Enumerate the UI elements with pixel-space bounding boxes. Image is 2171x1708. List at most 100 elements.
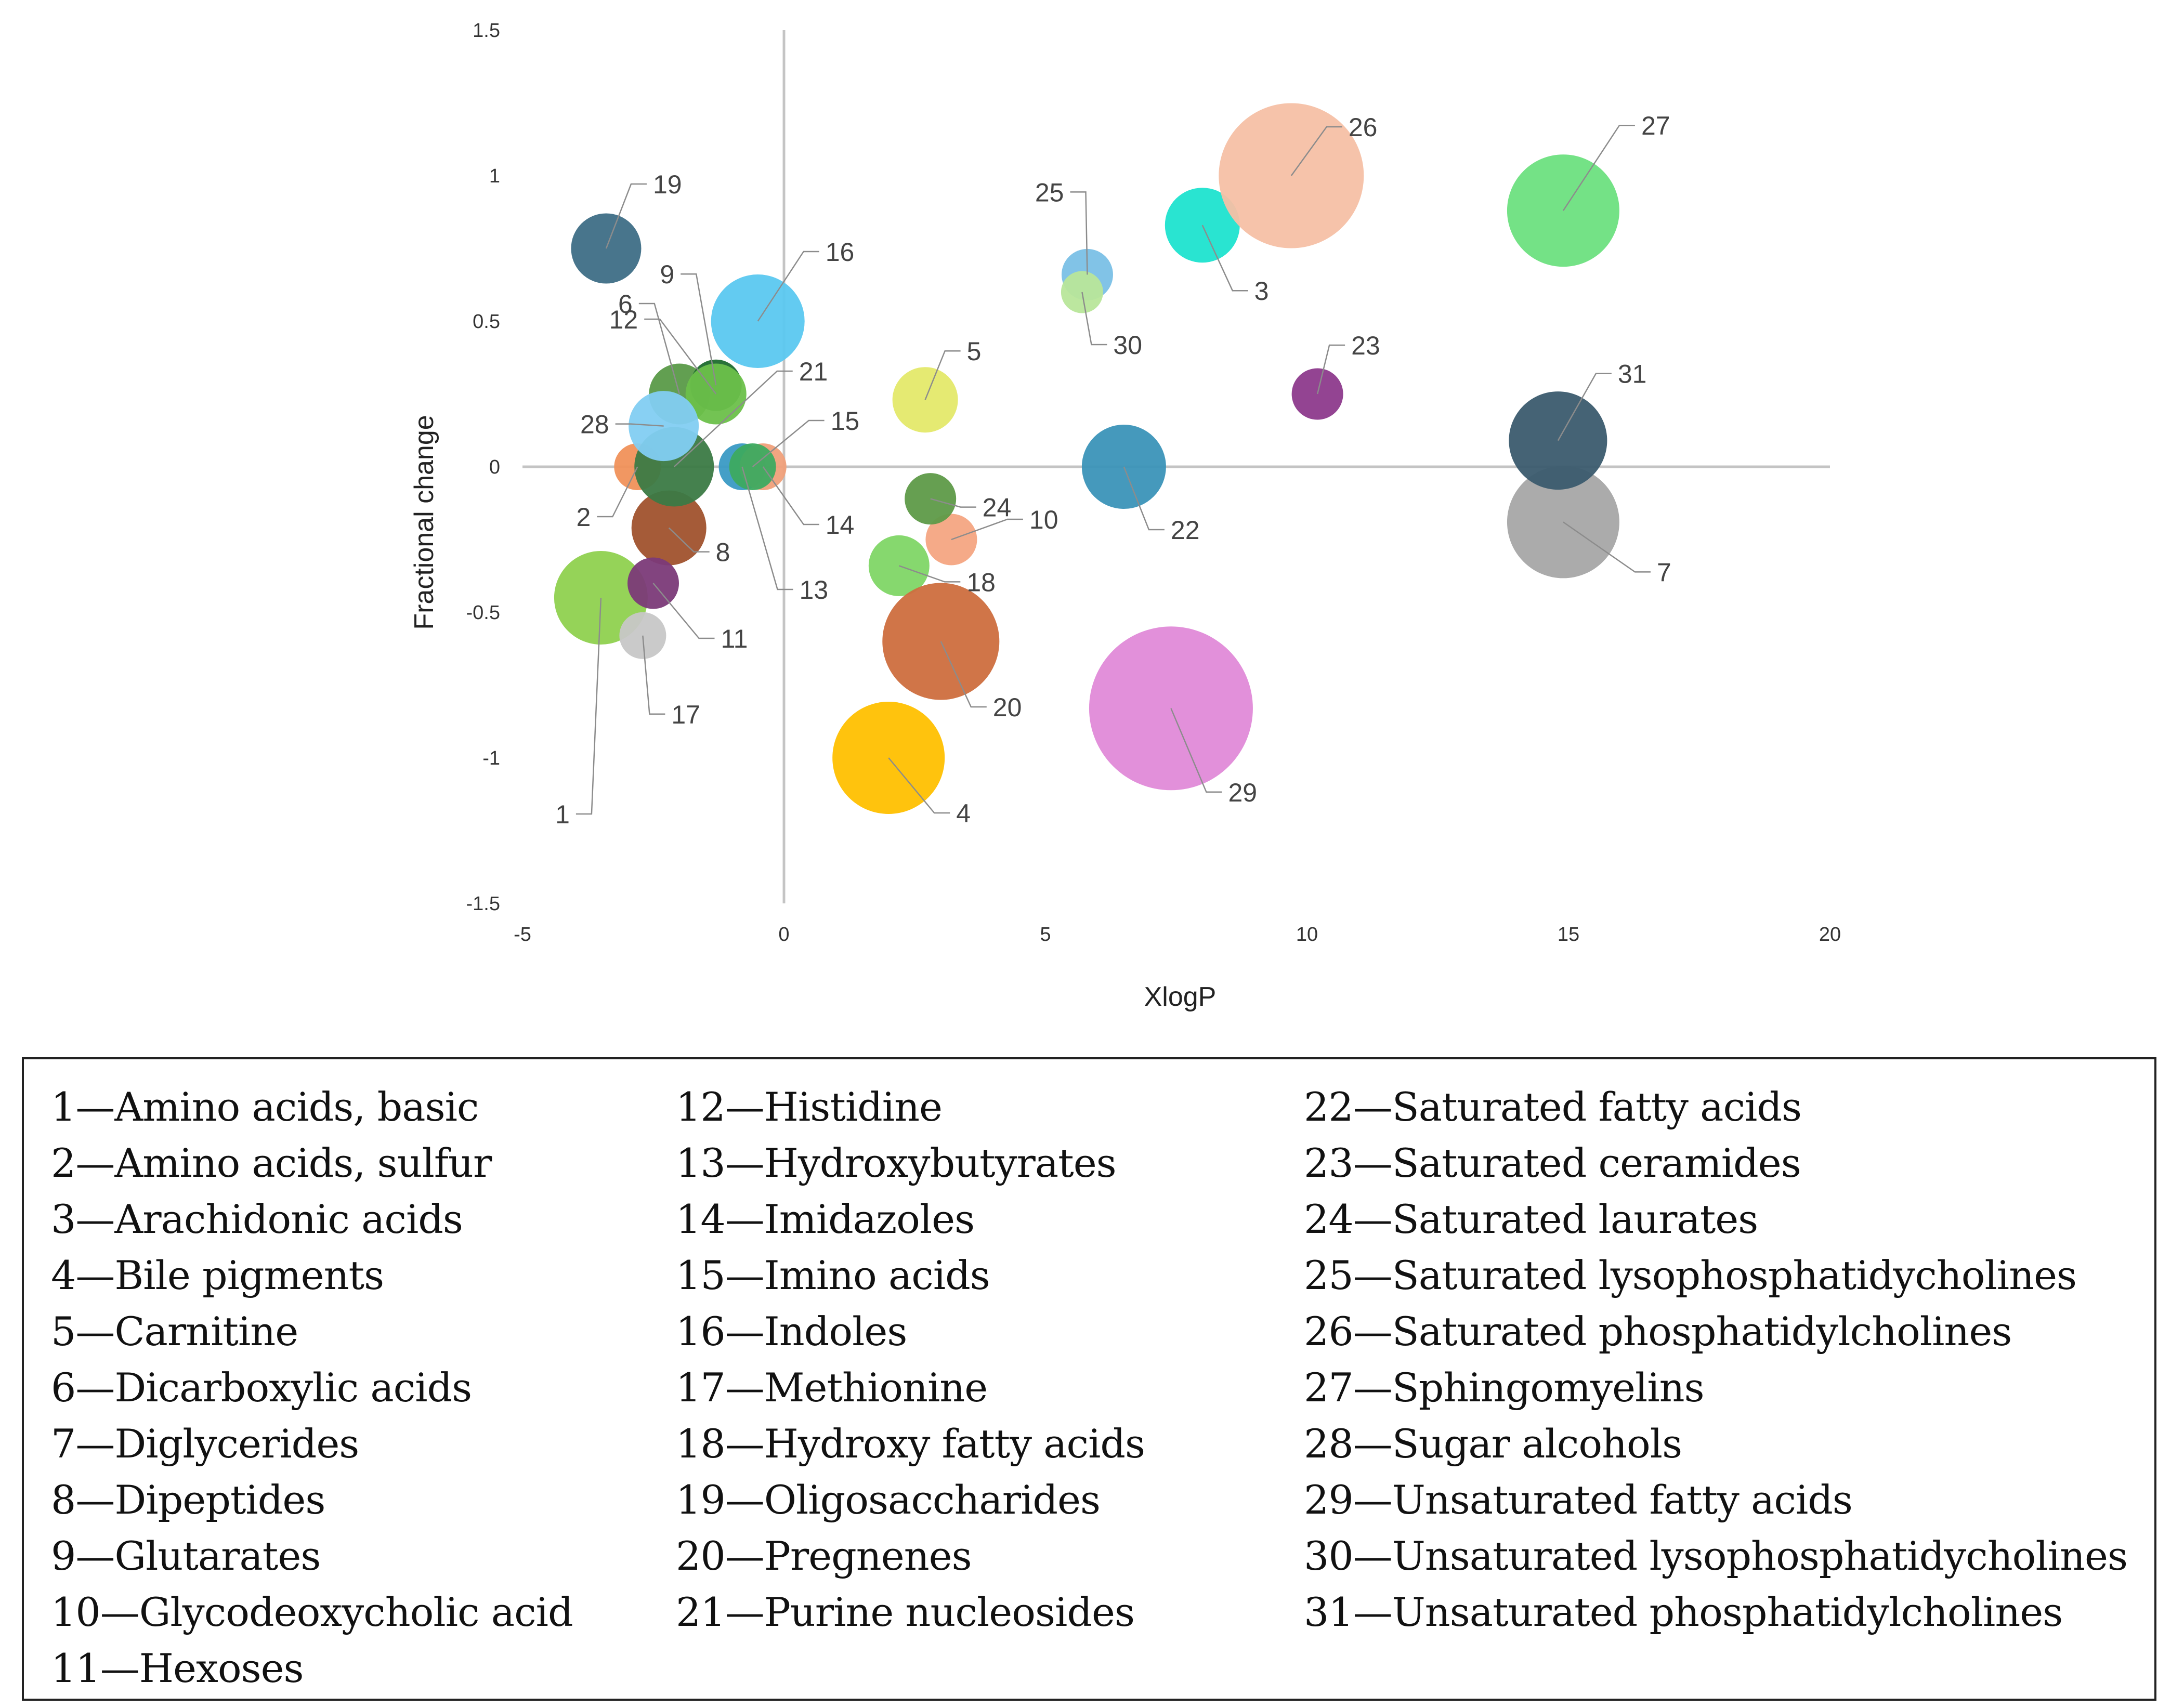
y-tick-label: 0 (489, 456, 500, 478)
legend-item: 3—Arachidonic acids (51, 1196, 463, 1242)
leader-line-8 (668, 527, 710, 553)
leader-line-3 (1201, 225, 1248, 292)
legend-item: 27—Sphingomyelins (1304, 1364, 1705, 1411)
leader-line-10 (951, 518, 1023, 541)
bubble-label-25: 25 (1035, 178, 1064, 207)
leader-line-28 (615, 423, 664, 427)
bubble-label-29: 29 (1228, 778, 1257, 807)
leader-line-6 (638, 303, 681, 395)
axes: 1.510.50-0.5-1-1.5-5 0 5 10 15 20 (466, 20, 1841, 945)
legend-item: 5—Carnitine (51, 1308, 298, 1355)
leader-line-26 (1290, 126, 1342, 176)
bubble-label-7: 7 (1657, 558, 1671, 587)
bubble-label-16: 16 (826, 238, 855, 267)
legend-item: 12—Histidine (676, 1084, 943, 1130)
bubble-label-23: 23 (1351, 331, 1380, 360)
y-tick-label: -0.5 (466, 602, 500, 624)
legend-item: 21—Purine nucleosides (676, 1589, 1135, 1635)
bubble-label-31: 31 (1618, 360, 1647, 389)
y-tick-label: 0.5 (473, 311, 500, 333)
legend-item: 28—Sugar alcohols (1304, 1421, 1682, 1467)
leader-line-21 (673, 370, 793, 467)
leader-line-1 (576, 597, 602, 815)
leader-line-25 (1070, 191, 1088, 275)
leader-line-14 (762, 466, 819, 525)
leader-line-24 (930, 498, 976, 508)
legend-column-3: 22—Saturated fatty acids 23—Saturated cer… (1304, 1079, 2128, 1640)
leader-line-23 (1316, 344, 1345, 395)
bubble-label-28: 28 (580, 410, 609, 439)
bubble-label-24: 24 (983, 493, 1012, 522)
leader-line-29 (1170, 708, 1222, 793)
legend-item: 19—Oligosaccharides (676, 1477, 1101, 1523)
bubble-label-30: 30 (1113, 331, 1142, 360)
legend-item: 13—Hydroxybutyrates (676, 1140, 1117, 1186)
bubble-label-2: 2 (577, 503, 591, 532)
bubble-label-8: 8 (716, 538, 730, 567)
legend-item: 15—Imino acids (676, 1252, 990, 1298)
legend-item: 18—Hydroxy fatty acids (676, 1421, 1145, 1467)
bubble-label-21: 21 (799, 357, 828, 386)
leader-line-11 (652, 583, 715, 639)
bubble-label-26: 26 (1349, 113, 1378, 142)
bubble-label-10: 10 (1029, 505, 1058, 534)
leader-line-2 (597, 466, 638, 518)
bubble-label-4: 4 (956, 799, 971, 828)
legend-box: 1—Amino acids, basic 2—Amino acids, sulfu… (22, 1057, 2156, 1701)
leader-line-12 (644, 318, 717, 395)
x-tick-label: -5 (514, 924, 531, 945)
legend-item: 31—Unsaturated phosphatidylcholines (1304, 1589, 2063, 1635)
leader-line-5 (924, 350, 961, 400)
leader-line-7 (1563, 521, 1651, 573)
legend-item: 1—Amino acids, basic (51, 1084, 479, 1130)
leader-line-18 (898, 565, 961, 583)
leader-line-19 (605, 183, 647, 249)
x-tick-label: 0 (778, 924, 789, 945)
bubble-label-9: 9 (660, 260, 674, 289)
leader-line-22 (1123, 466, 1165, 531)
x-tick-label: 5 (1040, 924, 1051, 945)
leader-line-20 (940, 641, 987, 708)
leader-line-4 (888, 757, 950, 814)
y-tick-label: -1 (482, 747, 500, 769)
bubble-label-14: 14 (826, 510, 855, 540)
bubble-labels: 1234567891011121314151617181920212223242… (555, 111, 1671, 829)
leader-line-9 (681, 273, 717, 386)
legend-item: 11—Hexoses (51, 1645, 304, 1691)
legend-item: 6—Dicarboxylic acids (51, 1364, 472, 1411)
bubble-label-18: 18 (966, 568, 996, 597)
legend-item: 7—Diglycerides (51, 1421, 359, 1467)
leader-line-30 (1081, 292, 1107, 346)
leader-line-31 (1557, 373, 1612, 441)
bubble-label-22: 22 (1171, 516, 1200, 545)
bubble-label-20: 20 (993, 693, 1022, 722)
bubble-label-3: 3 (1254, 277, 1269, 306)
legend-column-2: 12—Histidine 13—Hydroxybutyrates 14—Imidaz… (676, 1079, 1145, 1640)
leader-line-15 (752, 419, 825, 467)
legend-item: 8—Dipeptides (51, 1477, 325, 1523)
bubbles (554, 103, 1619, 814)
legend-item: 16—Indoles (676, 1308, 907, 1355)
bubble-label-15: 15 (831, 406, 860, 436)
bubble-label-19: 19 (653, 170, 682, 199)
legend-item: 20—Pregnenes (676, 1533, 972, 1579)
y-tick-label: -1.5 (466, 893, 500, 915)
legend-item: 10—Glycodeoxycholic acid (51, 1589, 573, 1635)
x-tick-label: 10 (1296, 924, 1318, 945)
legend-item: 24—Saturated laurates (1304, 1196, 1758, 1242)
bubble-label-13: 13 (800, 575, 829, 605)
bubble-chart: 1.510.50-0.5-1-1.5-5 0 5 10 15 20 12345678910… (409, 20, 1841, 1012)
legend-item: 29—Unsaturated fatty acids (1304, 1477, 1853, 1523)
x-axis-title: XlogP (1144, 982, 1217, 1012)
legend-item: 2—Amino acids, sulfur (51, 1140, 492, 1186)
legend-item: 4—Bile pigments (51, 1252, 384, 1298)
x-tick-label: 20 (1819, 924, 1841, 945)
legend-item: 9—Glutarates (51, 1533, 321, 1579)
leader-line-13 (741, 466, 793, 590)
y-axis-title: Fractional change (409, 415, 439, 629)
bubble-label-6: 6 (618, 290, 633, 319)
leader-line-17 (642, 635, 665, 715)
legend-item: 25—Saturated lysophosphatidycholines (1304, 1252, 2077, 1298)
legend-column-1: 1—Amino acids, basic 2—Amino acids, sulfu… (51, 1079, 573, 1697)
bubble-label-27: 27 (1641, 111, 1670, 140)
